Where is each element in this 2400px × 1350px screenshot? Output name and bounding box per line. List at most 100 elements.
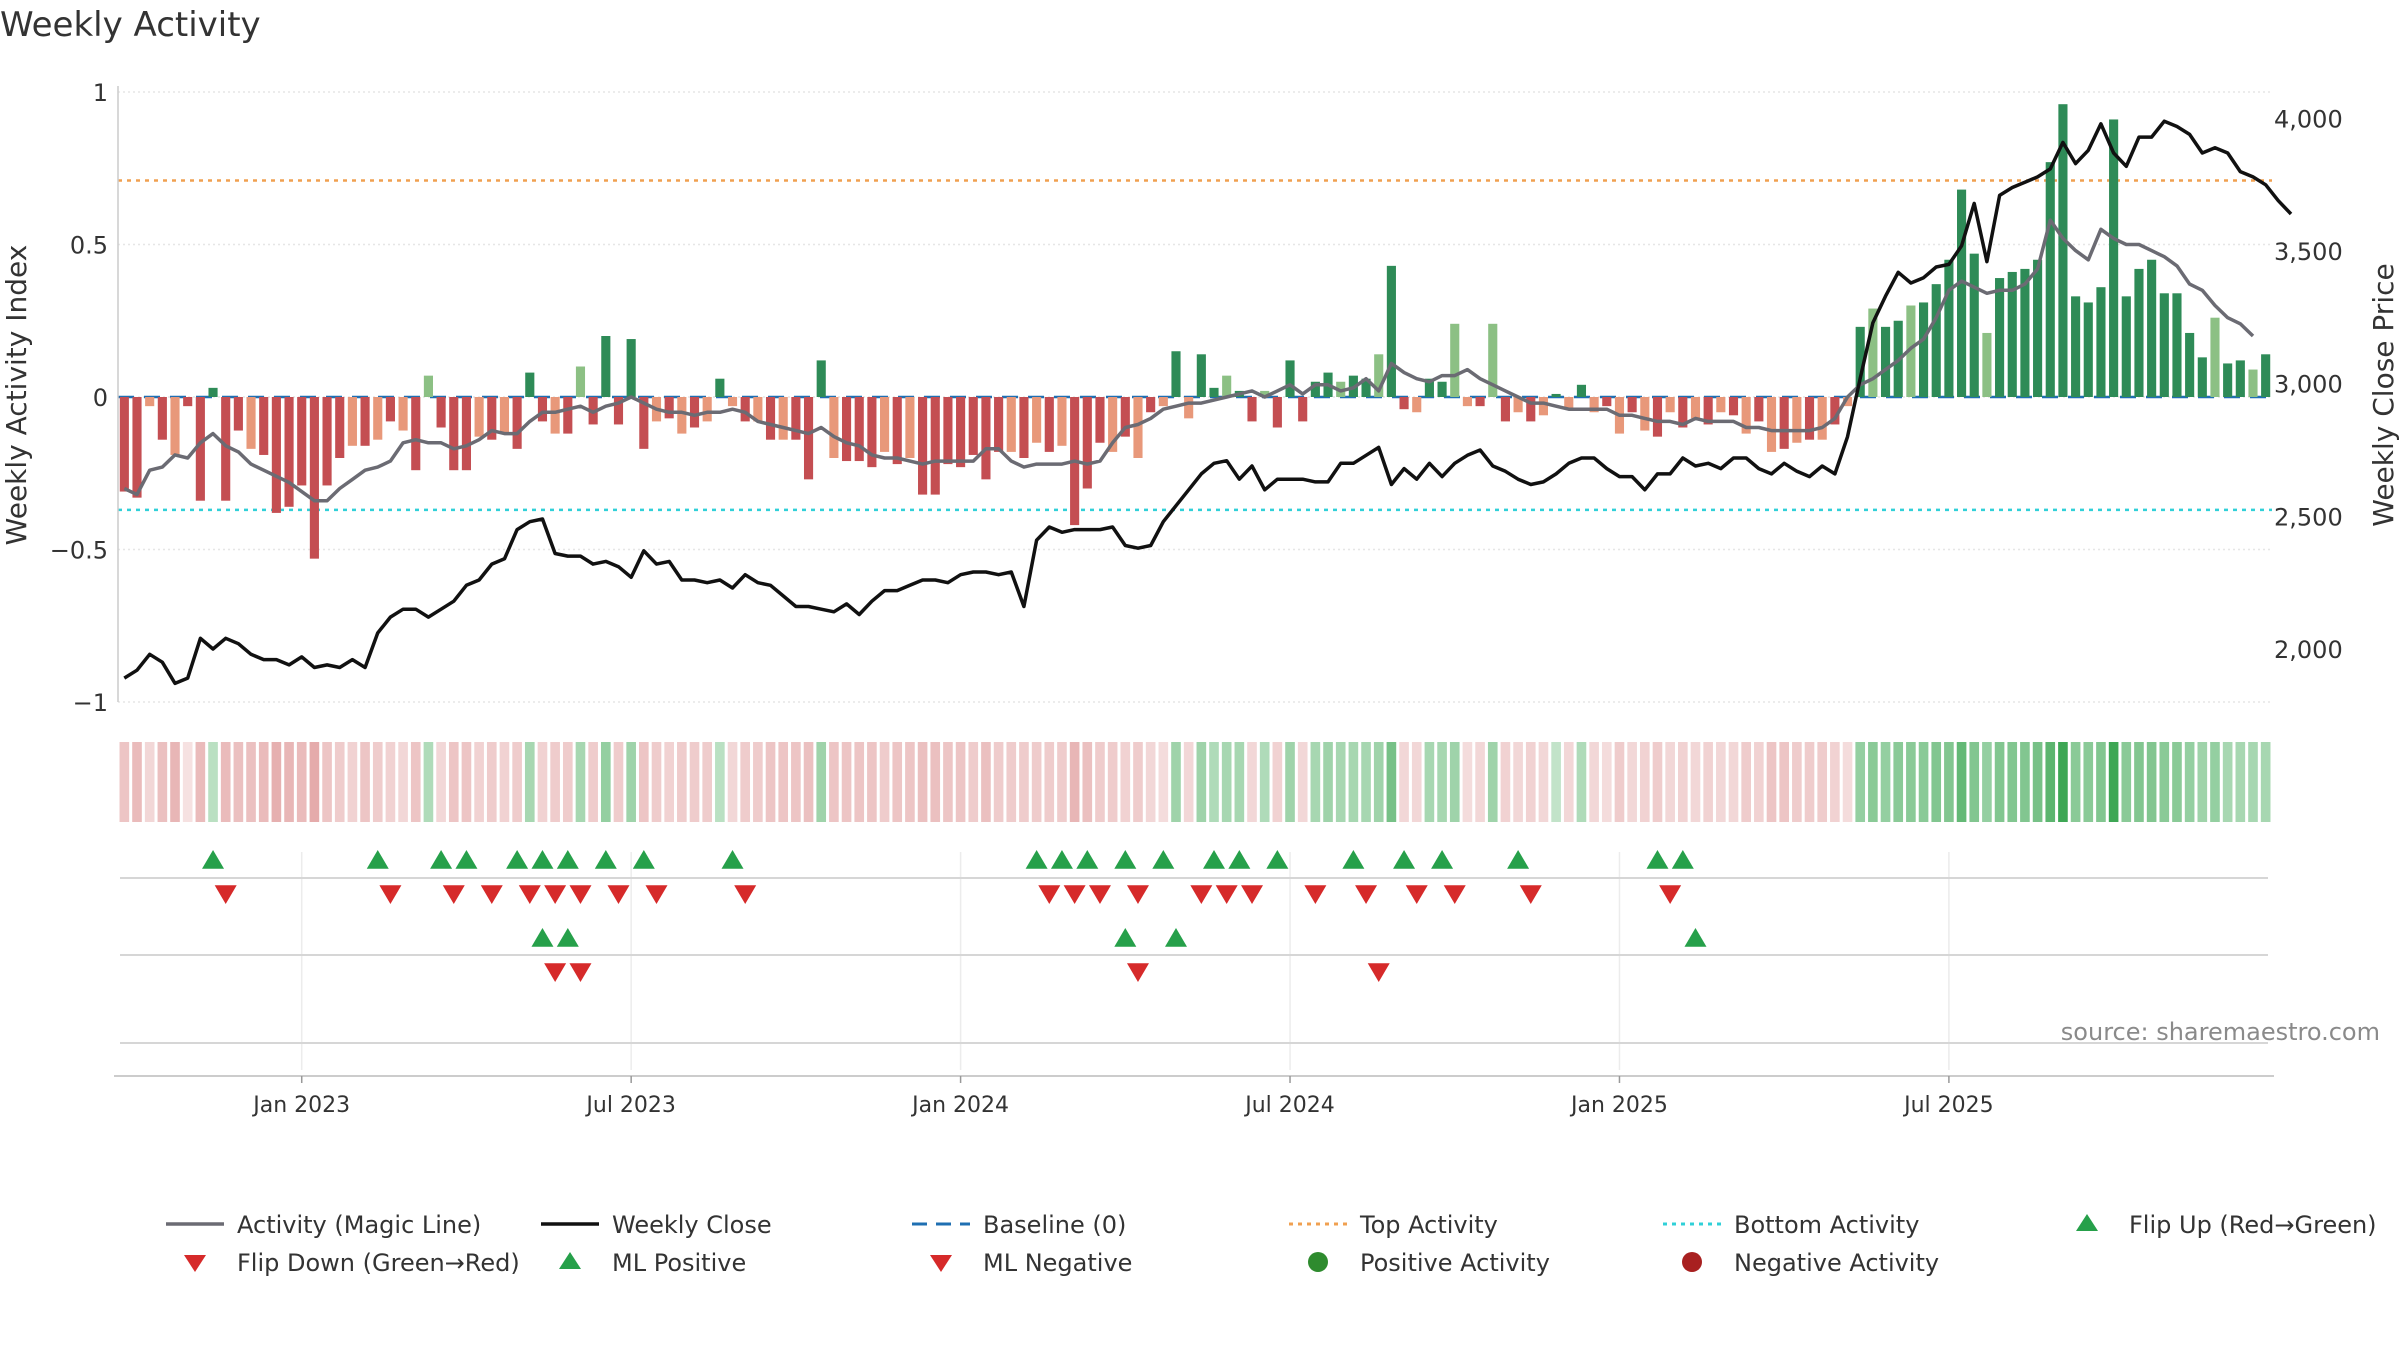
heat-cell xyxy=(1994,742,2005,822)
heat-cell xyxy=(309,742,320,822)
heat-cell xyxy=(233,742,244,822)
heat-cell xyxy=(879,742,890,822)
heat-cell xyxy=(1589,742,1599,822)
heat-cell xyxy=(2121,742,2132,822)
activity-bar xyxy=(2083,302,2093,397)
x-tick-label: Jul 2023 xyxy=(584,1093,676,1118)
activity-bar xyxy=(1779,397,1789,449)
heat-cell xyxy=(1804,742,1815,822)
legend-swatch xyxy=(2076,1214,2098,1231)
heat-cell xyxy=(1969,742,1980,822)
flip-up-marker xyxy=(594,850,617,869)
heat-cell xyxy=(1475,742,1485,822)
activity-bar xyxy=(1057,397,1067,446)
heat-cell xyxy=(1399,742,1409,822)
activity-bar xyxy=(765,397,776,440)
heat-cell xyxy=(1234,742,1245,822)
heat-cell xyxy=(727,742,738,822)
activity-bar xyxy=(1272,397,1282,428)
heat-cell xyxy=(499,742,510,822)
flip-up-marker xyxy=(430,850,453,869)
heat-cell xyxy=(385,742,396,822)
heat-cell xyxy=(1690,742,1701,822)
flip-up-marker xyxy=(1266,850,1289,869)
activity-bar xyxy=(1652,397,1663,437)
y-tick-right: 3,500 xyxy=(2274,238,2343,266)
flip-down-marker xyxy=(569,885,592,904)
activity-bar xyxy=(689,397,700,428)
chart-title: Weekly Activity xyxy=(0,5,261,45)
heat-cell xyxy=(410,742,421,822)
heat-cell xyxy=(1335,742,1346,822)
activity-bar xyxy=(1019,397,1029,458)
activity-bar xyxy=(1424,378,1434,397)
heat-cell xyxy=(867,742,877,822)
heat-cell xyxy=(1665,742,1675,822)
heat-cell xyxy=(1095,742,1105,822)
x-tick-label: Jul 2025 xyxy=(1902,1093,1994,1118)
activity-bar xyxy=(423,375,433,397)
heat-cell xyxy=(195,742,206,822)
activity-bar xyxy=(1842,397,1853,407)
heat-cell xyxy=(1551,742,1561,822)
heat-cell xyxy=(1982,742,1992,822)
activity-bar xyxy=(246,397,256,449)
flip-down-marker xyxy=(645,885,668,904)
activity-bar xyxy=(2020,268,2030,397)
heat-cell xyxy=(1766,742,1777,822)
heat-cell xyxy=(1842,742,1853,822)
heat-cell xyxy=(1323,742,1333,822)
y-axis-label-left: Weekly Activity Index xyxy=(0,245,33,546)
activity-bar xyxy=(639,397,649,449)
heat-cell xyxy=(1880,742,1891,822)
activity-bar xyxy=(233,397,243,431)
heat-cell xyxy=(1741,742,1751,822)
heat-cell xyxy=(1209,742,1219,822)
legend-swatch xyxy=(930,1255,952,1272)
heat-cell xyxy=(1107,742,1118,822)
activity-bar xyxy=(360,397,370,446)
axes: 1 0.5 0 −0.5 −1 4,000 3,500 3,000 2,500 2,000 xyxy=(50,79,2343,717)
heat-cell xyxy=(1639,742,1650,822)
activity-bar xyxy=(195,397,205,501)
heat-cell xyxy=(2172,742,2182,822)
activity-bar xyxy=(1880,326,1891,397)
heat-cell xyxy=(271,742,282,822)
heat-cell xyxy=(588,742,598,822)
y-tick-right: 2,500 xyxy=(2274,503,2343,531)
heat-cell xyxy=(1944,742,1954,822)
flip-up-marker xyxy=(1431,850,1454,869)
heat-cell xyxy=(689,742,700,822)
activity-bar xyxy=(297,397,307,486)
activity-bar xyxy=(183,397,193,407)
activity-bar xyxy=(1500,397,1510,422)
activity-bar xyxy=(2185,332,2195,397)
activity-bar xyxy=(1526,397,1536,422)
heat-cell xyxy=(2032,742,2043,822)
heat-cell xyxy=(398,742,408,822)
activity-bar xyxy=(221,397,231,501)
activity-bar xyxy=(499,397,510,434)
flip-up-marker xyxy=(1050,850,1073,869)
activity-bar xyxy=(487,397,497,440)
activity-bar xyxy=(1627,397,1637,413)
activity-bar xyxy=(132,397,142,498)
activity-bar xyxy=(1728,397,1739,416)
y-tick-right: 2,000 xyxy=(2274,636,2343,664)
flip-down-marker xyxy=(544,885,567,904)
heat-cell xyxy=(461,742,472,822)
heat-cell xyxy=(423,742,434,822)
source-note: source: sharemaestro.com xyxy=(2061,1018,2380,1046)
activity-bar xyxy=(829,397,839,458)
flip-up-marker xyxy=(1114,850,1137,869)
flip-down-marker xyxy=(607,885,630,904)
flip-down-marker xyxy=(1405,885,1428,904)
flip-up-marker xyxy=(1342,850,1365,869)
flip-down-marker xyxy=(1190,885,1213,904)
y-tick-left: 0 xyxy=(93,384,108,412)
flip-up-marker xyxy=(1076,850,1099,869)
heat-cell xyxy=(677,742,687,822)
activity-bar xyxy=(1095,397,1105,443)
heat-cell xyxy=(993,742,1004,822)
flip-up-marker xyxy=(531,850,554,869)
